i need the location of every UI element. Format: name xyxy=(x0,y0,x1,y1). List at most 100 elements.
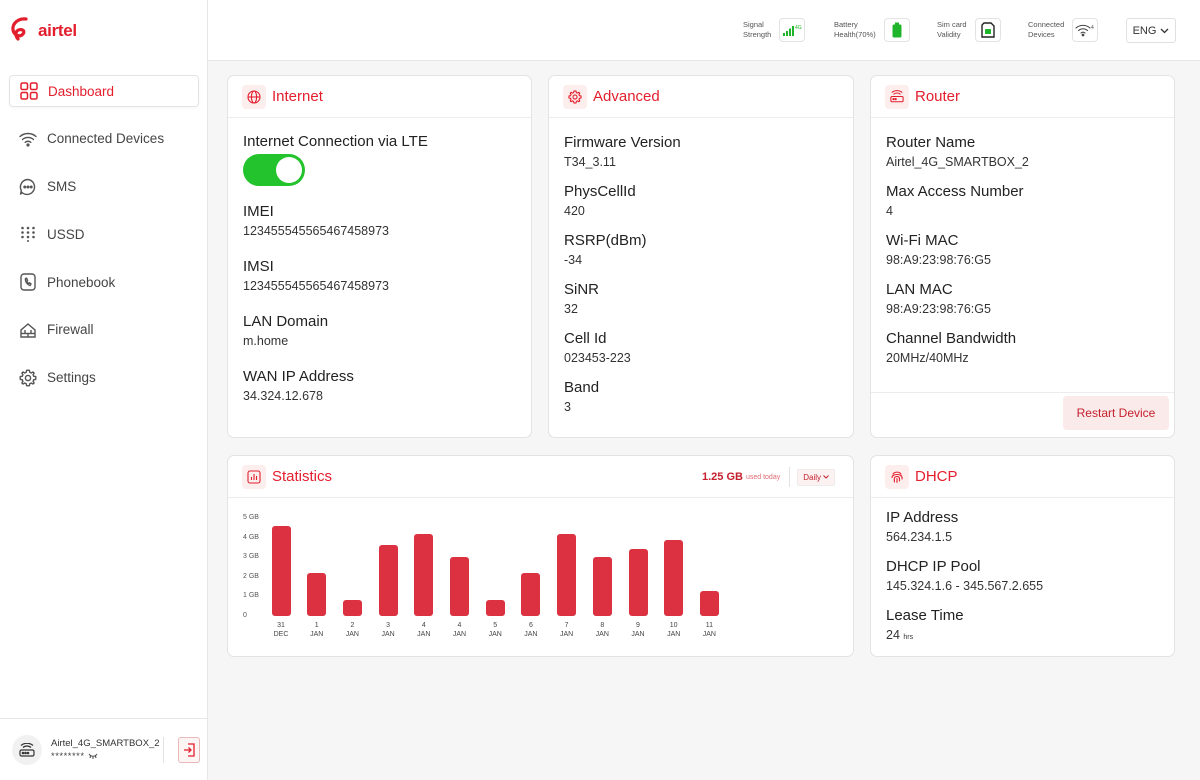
usage-bar[interactable] xyxy=(307,572,327,616)
toggle-knob xyxy=(276,157,302,183)
channel-bandwidth-field: Channel Bandwidth 20MHz/40MHz xyxy=(871,330,1174,365)
router-name-field: Router Name Airtel_4G_SMARTBOX_2 xyxy=(871,134,1174,169)
password-mask: ******** xyxy=(51,750,85,762)
sidebar-item-dashboard[interactable]: Dashboard xyxy=(9,75,199,107)
max-access-label: Max Access Number xyxy=(886,183,1024,200)
sim-status: Sim card Validity xyxy=(937,18,1001,42)
imsi-label: IMSI xyxy=(243,258,274,275)
restart-device-button[interactable]: Restart Device xyxy=(1063,396,1169,430)
sidebar-item-ussd[interactable]: USSD xyxy=(9,218,199,250)
logout-icon xyxy=(184,742,195,757)
wifi-mac-field: Wi-Fi MAC 98:A9:23:98:76:G5 xyxy=(871,232,1174,267)
x-tick-day: 6 xyxy=(528,622,533,629)
usage-bar[interactable] xyxy=(378,545,398,616)
advanced-fields: Firmware Version T34_3.11 PhysCellId 420… xyxy=(549,118,853,414)
language-select[interactable]: ENG xyxy=(1126,18,1176,43)
sinr-label: SiNR xyxy=(564,281,600,298)
x-tick-month: JAN xyxy=(524,631,538,638)
usage-bar[interactable] xyxy=(592,557,612,616)
usage-bar[interactable] xyxy=(628,549,648,616)
firewall-icon xyxy=(18,320,38,340)
router-divider xyxy=(871,392,1174,393)
firmware-field: Firmware Version T34_3.11 xyxy=(549,134,853,169)
y-tick-label: 0 xyxy=(243,612,247,619)
sidebar-item-label: USSD xyxy=(47,226,85,242)
signal-bars-icon: 4G xyxy=(783,25,802,36)
sim-label: Sim card Validity xyxy=(937,20,967,39)
usage-bar[interactable] xyxy=(271,525,291,616)
dhcp-fields: IP Address 564.234.1.5 DHCP IP Pool 145.… xyxy=(871,498,1174,642)
imsi-value: 123455545565467458973 xyxy=(243,279,389,293)
devices-status: Connected Devices 4 xyxy=(1028,18,1099,42)
advanced-card: Advanced Firmware Version T34_3.11 PhysC… xyxy=(548,75,854,438)
lan-domain-field: LAN Domain m.home xyxy=(228,313,531,348)
usage-bar[interactable] xyxy=(450,557,469,616)
chevron-down-icon xyxy=(823,475,829,479)
usage-bar[interactable] xyxy=(521,572,541,616)
usage-bar[interactable] xyxy=(664,539,684,616)
signal-label: Signal Strength xyxy=(743,20,772,39)
x-tick-month: JAN xyxy=(488,631,502,638)
firmware-value: T34_3.11 xyxy=(564,155,616,169)
router-title: Router xyxy=(915,88,961,105)
usage-divider xyxy=(789,467,791,487)
band-field: Band 3 xyxy=(549,379,853,414)
x-tick-day: 10 xyxy=(669,622,678,629)
imsi-field: IMSI 123455545565467458973 xyxy=(228,258,531,293)
signal-indicator[interactable]: 4G xyxy=(779,18,806,42)
statistics-card: Statistics 1.25 GB used today Daily 5 GB… xyxy=(227,455,854,657)
settings-cog-icon xyxy=(563,84,587,109)
router-fields: Router Name Airtel_4G_SMARTBOX_2 Max Acc… xyxy=(871,118,1174,365)
usage-bar[interactable] xyxy=(699,590,719,616)
lte-toggle[interactable] xyxy=(243,154,305,186)
x-tick-day: 31 xyxy=(277,622,285,629)
eye-closed-icon[interactable] xyxy=(88,753,98,759)
usage-bar[interactable] xyxy=(414,533,434,616)
physcellid-field: PhysCellId 420 xyxy=(549,183,853,218)
airtel-logo[interactable]: airtel xyxy=(10,16,77,42)
advanced-title: Advanced xyxy=(593,88,660,105)
lan-domain-label: LAN Domain xyxy=(243,313,329,330)
sidebar-item-settings[interactable]: Settings xyxy=(9,362,199,394)
devices-indicator[interactable]: 4 xyxy=(1072,18,1099,42)
router-card: Router Router Name Airtel_4G_SMARTBOX_2 … xyxy=(870,75,1175,438)
globe-icon xyxy=(242,84,266,109)
usage-bar[interactable] xyxy=(342,600,362,616)
cell-id-field: Cell Id 023453-223 xyxy=(549,330,853,365)
imei-field: IMEI 123455545565467458973 xyxy=(228,203,531,238)
chat-icon xyxy=(18,177,38,197)
router-avatar xyxy=(12,734,42,765)
battery-indicator[interactable] xyxy=(883,18,910,42)
sim-indicator[interactable] xyxy=(974,18,1001,42)
wan-ip-field: WAN IP Address 34.324.12.678 xyxy=(228,368,531,403)
usage-bar[interactable] xyxy=(485,600,505,616)
language-value: ENG xyxy=(1132,24,1157,37)
lan-mac-label: LAN MAC xyxy=(886,281,953,298)
channel-bandwidth-value: 20MHz/40MHz xyxy=(886,351,969,365)
fingerprint-icon xyxy=(885,464,909,489)
sidebar-item-phonebook[interactable]: Phonebook xyxy=(9,266,199,298)
logout-button[interactable] xyxy=(178,736,200,763)
x-tick-label: 11 JAN xyxy=(694,621,724,639)
sidebar-item-label: SMS xyxy=(47,179,77,195)
imei-label: IMEI xyxy=(243,203,274,220)
x-tick-day: 4 xyxy=(421,622,426,629)
lease-time-unit: hrs xyxy=(903,634,914,641)
device-password: ******** xyxy=(51,751,163,762)
sidebar-item-sms[interactable]: SMS xyxy=(9,171,199,203)
airtel-logo-icon xyxy=(11,17,28,41)
keypad-icon xyxy=(18,224,38,244)
y-tick-label: 1 GB xyxy=(243,592,259,600)
usage-bar[interactable] xyxy=(557,533,577,616)
band-value: 3 xyxy=(564,400,571,414)
sidebar-item-connected-devices[interactable]: Connected Devices xyxy=(9,123,199,155)
x-tick-month: JAN xyxy=(417,631,431,638)
chevron-down-icon xyxy=(1160,28,1169,33)
sidebar-item-firewall[interactable]: Firewall xyxy=(9,314,199,346)
router-card-header: Router xyxy=(871,76,1174,118)
sinr-field: SiNR 32 xyxy=(549,281,853,316)
phone-icon xyxy=(18,272,38,292)
period-select[interactable]: Daily xyxy=(797,468,835,486)
sidebar-item-label: Firewall xyxy=(47,322,94,338)
channel-bandwidth-label: Channel Bandwidth xyxy=(886,330,1017,347)
